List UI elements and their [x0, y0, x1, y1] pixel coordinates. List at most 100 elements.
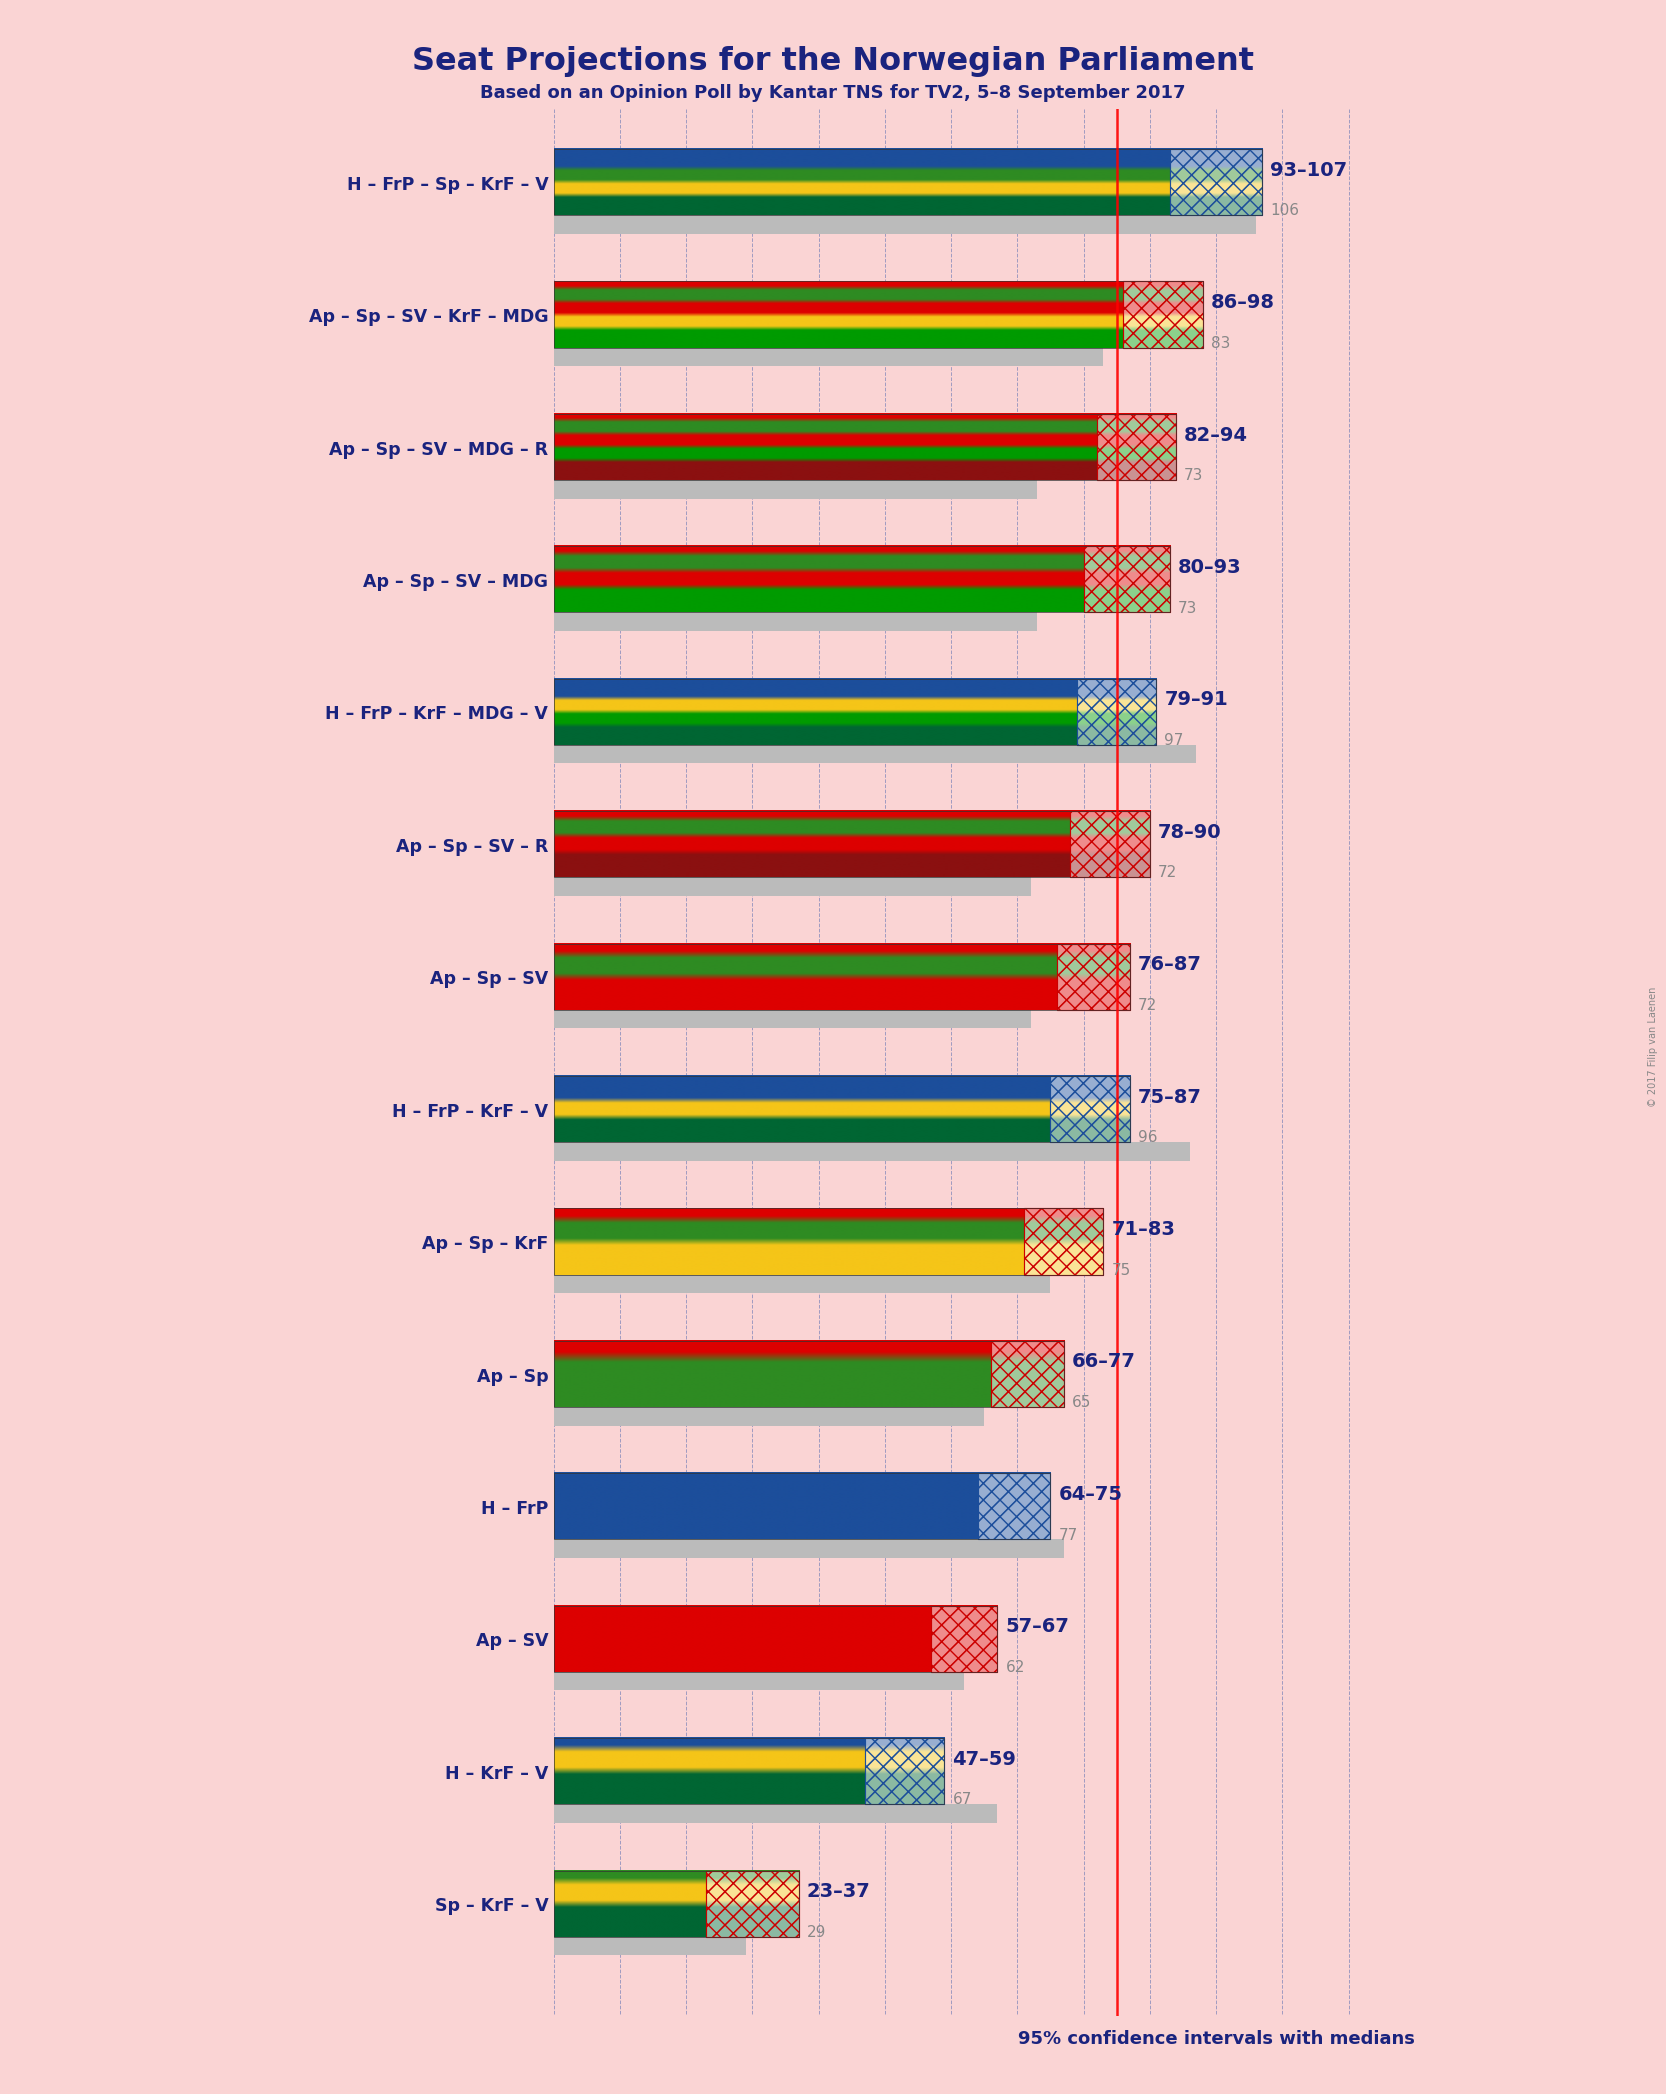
- Bar: [1051, 1076, 1130, 1141]
- Bar: [1170, 149, 1263, 216]
- Bar: [1096, 415, 1176, 480]
- Text: 78–90: 78–90: [1158, 823, 1221, 842]
- Text: Ap – Sp: Ap – Sp: [476, 1367, 548, 1386]
- Text: Ap – Sp – SV: Ap – Sp – SV: [430, 970, 548, 988]
- Bar: [1170, 149, 1263, 216]
- Bar: [553, 1141, 1190, 1160]
- Bar: [865, 1738, 945, 1805]
- Bar: [1025, 1208, 1103, 1275]
- Text: 77: 77: [1058, 1527, 1078, 1543]
- Text: Sp – KrF – V: Sp – KrF – V: [435, 1897, 548, 1916]
- Text: 76–87: 76–87: [1138, 955, 1201, 974]
- Bar: [991, 1340, 1063, 1407]
- Bar: [553, 611, 1038, 630]
- Text: 97: 97: [1165, 733, 1185, 748]
- Bar: [1123, 281, 1203, 348]
- Bar: [553, 348, 1103, 366]
- Bar: [553, 1275, 1051, 1294]
- Bar: [553, 1805, 998, 1824]
- Text: 80–93: 80–93: [1178, 557, 1241, 578]
- Bar: [1076, 678, 1156, 745]
- Bar: [1083, 547, 1170, 611]
- Text: 57–67: 57–67: [1005, 1617, 1070, 1635]
- Bar: [553, 810, 1150, 877]
- Text: H – FrP – KrF – V: H – FrP – KrF – V: [392, 1104, 548, 1120]
- Bar: [1076, 678, 1156, 745]
- Bar: [553, 678, 1156, 745]
- Bar: [978, 1474, 1051, 1539]
- Bar: [1123, 281, 1203, 348]
- Text: 73: 73: [1178, 601, 1196, 616]
- Bar: [865, 1738, 945, 1805]
- Bar: [1123, 281, 1203, 348]
- Bar: [1025, 1208, 1103, 1275]
- Text: 75–87: 75–87: [1138, 1087, 1201, 1106]
- Bar: [553, 1606, 998, 1671]
- Bar: [1070, 810, 1150, 877]
- Bar: [553, 1870, 798, 1937]
- Text: 71–83: 71–83: [1111, 1221, 1175, 1240]
- Text: 83: 83: [1211, 335, 1230, 350]
- Bar: [1056, 944, 1130, 1009]
- Bar: [553, 1539, 1063, 1558]
- Text: Seat Projections for the Norwegian Parliament: Seat Projections for the Norwegian Parli…: [412, 46, 1254, 77]
- Text: H – KrF – V: H – KrF – V: [445, 1765, 548, 1782]
- Bar: [1076, 678, 1156, 745]
- Bar: [1083, 547, 1170, 611]
- Text: 93–107: 93–107: [1271, 161, 1348, 180]
- Text: 73: 73: [1185, 469, 1203, 484]
- Bar: [1051, 1076, 1130, 1141]
- Bar: [931, 1606, 998, 1671]
- Text: 23–37: 23–37: [806, 1883, 870, 1901]
- Text: 66–77: 66–77: [1071, 1353, 1136, 1372]
- Text: 86–98: 86–98: [1211, 293, 1274, 312]
- Text: H – FrP – KrF – MDG – V: H – FrP – KrF – MDG – V: [325, 706, 548, 722]
- Bar: [1025, 1208, 1103, 1275]
- Bar: [553, 877, 1031, 896]
- Text: Based on an Opinion Poll by Kantar TNS for TV2, 5–8 September 2017: Based on an Opinion Poll by Kantar TNS f…: [480, 84, 1186, 103]
- Bar: [931, 1606, 998, 1671]
- Bar: [553, 1474, 1051, 1539]
- Bar: [553, 1009, 1031, 1028]
- Bar: [1083, 547, 1170, 611]
- Bar: [706, 1870, 798, 1937]
- Bar: [1070, 810, 1150, 877]
- Text: 62: 62: [1005, 1661, 1025, 1675]
- Bar: [553, 944, 1130, 1009]
- Bar: [1056, 944, 1130, 1009]
- Bar: [991, 1340, 1063, 1407]
- Text: Ap – Sp – SV – KrF – MDG: Ap – Sp – SV – KrF – MDG: [308, 308, 548, 327]
- Bar: [553, 415, 1176, 480]
- Bar: [553, 149, 1263, 216]
- Text: 29: 29: [806, 1924, 826, 1939]
- Bar: [553, 216, 1256, 235]
- Text: 82–94: 82–94: [1185, 425, 1248, 444]
- Bar: [931, 1606, 998, 1671]
- Text: Ap – SV: Ap – SV: [476, 1633, 548, 1650]
- Text: 65: 65: [1071, 1395, 1091, 1409]
- Text: 72: 72: [1138, 999, 1158, 1013]
- Bar: [991, 1340, 1063, 1407]
- Text: 96: 96: [1138, 1131, 1158, 1145]
- Bar: [978, 1474, 1051, 1539]
- Bar: [553, 1076, 1130, 1141]
- Bar: [553, 480, 1038, 498]
- Text: 75: 75: [1111, 1263, 1131, 1277]
- Bar: [553, 1407, 985, 1426]
- Bar: [706, 1870, 798, 1937]
- Text: © 2017 Filip van Laenen: © 2017 Filip van Laenen: [1648, 986, 1658, 1108]
- Text: Ap – Sp – SV – MDG – R: Ap – Sp – SV – MDG – R: [330, 440, 548, 459]
- Bar: [1070, 810, 1150, 877]
- Text: 67: 67: [953, 1792, 971, 1807]
- Bar: [1096, 415, 1176, 480]
- Bar: [553, 1208, 1103, 1275]
- Bar: [978, 1474, 1051, 1539]
- Bar: [553, 1738, 945, 1805]
- Bar: [553, 281, 1203, 348]
- Text: 47–59: 47–59: [953, 1751, 1016, 1769]
- Bar: [706, 1870, 798, 1937]
- Text: H – FrP: H – FrP: [481, 1499, 548, 1518]
- Text: H – FrP – Sp – KrF – V: H – FrP – Sp – KrF – V: [347, 176, 548, 195]
- Text: Ap – Sp – KrF: Ap – Sp – KrF: [421, 1235, 548, 1252]
- Text: 72: 72: [1158, 865, 1176, 879]
